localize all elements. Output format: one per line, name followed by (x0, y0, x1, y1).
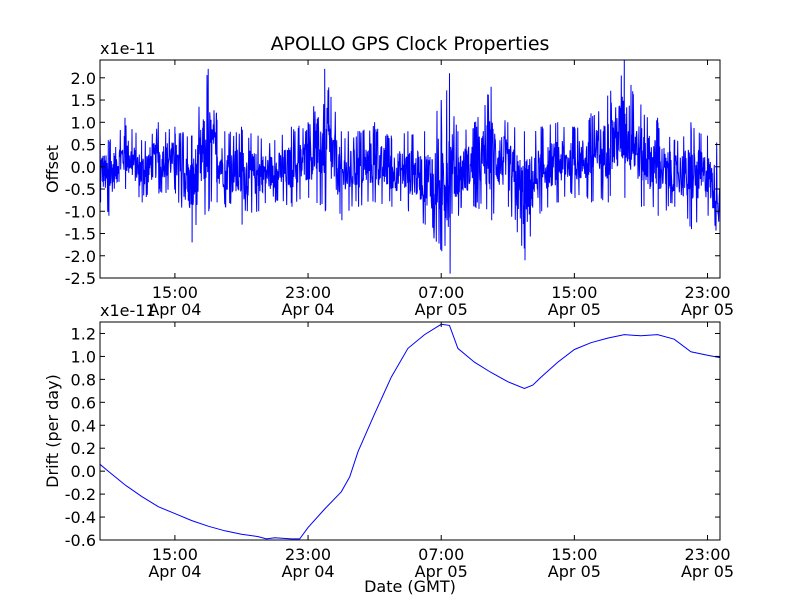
offset-x-tick-time: 23:00 (285, 283, 331, 302)
drift-offset-text: x1e-11 (100, 301, 156, 320)
offset-y-tick-label: 0.0 (71, 158, 96, 177)
offset-x-tick-time: 07:00 (418, 283, 464, 302)
offset-y-tick-label: -0.5 (65, 180, 96, 199)
offset-x-tick-date: Apr 05 (548, 300, 601, 319)
drift-axes-frame (99, 321, 721, 541)
offset-y-axis-title: Offset (43, 145, 62, 193)
drift-y-tick-label: 0.0 (71, 462, 96, 481)
offset-x-tick-date: Apr 05 (415, 300, 468, 319)
drift-x-tick-date: Apr 05 (548, 562, 601, 581)
drift-y-tick-label: 0.2 (71, 439, 96, 458)
drift-y-tick-label: 1.2 (71, 324, 96, 343)
offset-axes-frame (99, 59, 721, 279)
offset-x-tick-date: Apr 05 (681, 300, 734, 319)
drift-x-tick-time: 15:00 (152, 545, 198, 564)
offset-y-tick-label: -1.0 (65, 202, 96, 221)
offset-x-tick-date: Apr 04 (148, 300, 201, 319)
offset-y-tick-label: -1.5 (65, 225, 96, 244)
x-axis-title: Date (GMT) (364, 577, 456, 596)
chart-title: APOLLO GPS Clock Properties (271, 33, 550, 55)
drift-y-tick-label: -0.6 (65, 531, 96, 550)
offset-y-tick-label: 0.5 (71, 136, 96, 155)
drift-x-tick-time: 23:00 (684, 545, 730, 564)
drift-series-line (100, 323, 720, 540)
drift-y-tick-label: 0.6 (71, 393, 96, 412)
offset-panel: 2.0 1.5 1.0 0.5 0.0 -0.5 -1.0 -1.5 -2.0 -2.5 15:00… (43, 39, 734, 319)
drift-x-tick-time: 23:00 (285, 545, 331, 564)
offset-x-tick-date: Apr 04 (281, 300, 334, 319)
offset-y-tick-label: -2.0 (65, 247, 96, 266)
offset-y-tick-label: 2.0 (71, 69, 96, 88)
offset-x-tick-time: 23:00 (684, 283, 730, 302)
offset-y-tick-label: 1.0 (71, 113, 96, 132)
drift-y-tick-label: -0.2 (65, 485, 96, 504)
drift-y-tick-label: 0.4 (71, 416, 96, 435)
offset-y-tick-label: -2.5 (65, 269, 96, 288)
drift-x-tick-date: Apr 05 (415, 562, 468, 581)
drift-panel: 1.21.00.80.60.40.20.0-0.2-0.4-0.615:00Ap… (43, 301, 734, 581)
drift-y-tick-label: 0.8 (71, 370, 96, 389)
drift-x-tick-date: Apr 04 (281, 562, 334, 581)
offset-offset-text: x1e-11 (100, 39, 156, 58)
drift-y-axis-title: Drift (per day) (43, 374, 62, 488)
drift-x-tick-time: 07:00 (418, 545, 464, 564)
offset-x-tick-time: 15:00 (152, 283, 198, 302)
offset-series-line (100, 60, 720, 274)
drift-x-tick-date: Apr 05 (681, 562, 734, 581)
offset-y-tick-label: 1.5 (71, 91, 96, 110)
offset-x-tick-time: 15:00 (551, 283, 597, 302)
drift-y-tick-label: 1.0 (71, 347, 96, 366)
drift-x-tick-date: Apr 04 (148, 562, 201, 581)
drift-x-tick-time: 15:00 (551, 545, 597, 564)
drift-y-tick-label: -0.4 (65, 508, 96, 527)
